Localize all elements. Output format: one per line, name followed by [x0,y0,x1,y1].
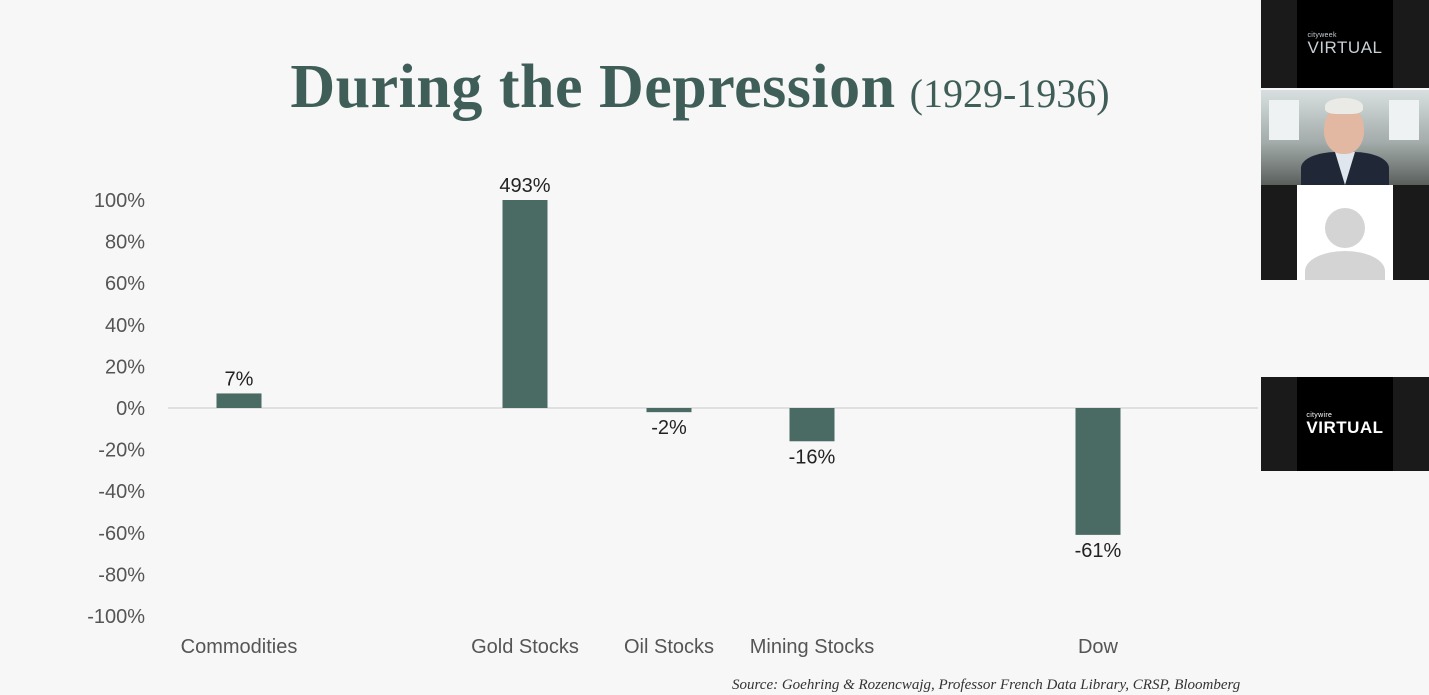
y-tick-label: -80% [98,564,145,586]
bar [1075,408,1121,535]
logo-main-text: VIRTUAL [1306,417,1384,437]
y-tick-label: -60% [98,523,145,545]
logo-small-text: citywire [1306,411,1333,419]
x-tick-label: Dow [1078,636,1119,658]
video-tile-screen: citywire VIRTUAL [1297,377,1393,471]
y-tick-label: -40% [98,481,145,503]
x-tick-label: Mining Stocks [750,636,875,658]
participant-placeholder [1297,185,1393,280]
y-tick-label: 20% [105,356,145,378]
x-tick-label: Oil Stocks [624,636,714,658]
bar [789,408,835,442]
bar-chart: 100% 80% 60% 40% 20% 0% -20% -40% -60% -80% -100% 7… [87,175,1258,658]
title-main: During the Depression [290,53,896,121]
video-tile-logo-bottom[interactable]: citywire VIRTUAL [1261,377,1429,471]
y-tick-label: -20% [98,440,145,462]
logo-main-text: VIRTUAL [1307,37,1383,57]
logo-small-text: cityweek [1307,31,1337,39]
slide-title: During the Depression (1929-1936) [0,52,1400,123]
y-tick-label: 60% [105,273,145,295]
video-tile-screen: cityweek VIRTUAL [1297,0,1393,88]
x-tick-label: Gold Stocks [471,636,579,658]
bar [646,408,692,413]
video-tile-logo-top[interactable]: cityweek VIRTUAL [1261,0,1429,88]
data-label: -61% [1075,540,1122,562]
data-label: -16% [789,446,836,468]
brand-logo: citywire VIRTUAL [1306,412,1383,437]
video-tile-speaker[interactable] [1261,90,1429,185]
data-label: 493% [499,175,550,197]
video-tile-participant[interactable] [1261,185,1429,280]
y-tick-label: 100% [94,190,145,212]
speaker-video-feed [1261,90,1429,185]
brand-logo: cityweek VIRTUAL [1308,32,1383,57]
y-tick-label: 40% [105,315,145,337]
bar [502,200,548,408]
y-tick-label: -100% [87,606,145,628]
data-label: -2% [651,417,687,439]
y-tick-label: 0% [116,398,145,420]
source-note: Source: Goehring & Rozencwajg, Professor… [732,677,1241,693]
avatar-placeholder-icon [1325,208,1365,248]
y-tick-label: 80% [105,232,145,254]
x-tick-label: Commodities [181,636,298,658]
avatar-body-icon [1305,251,1385,280]
title-years: (1929-1936) [909,71,1110,116]
bar [216,393,262,408]
data-label: 7% [225,368,254,390]
